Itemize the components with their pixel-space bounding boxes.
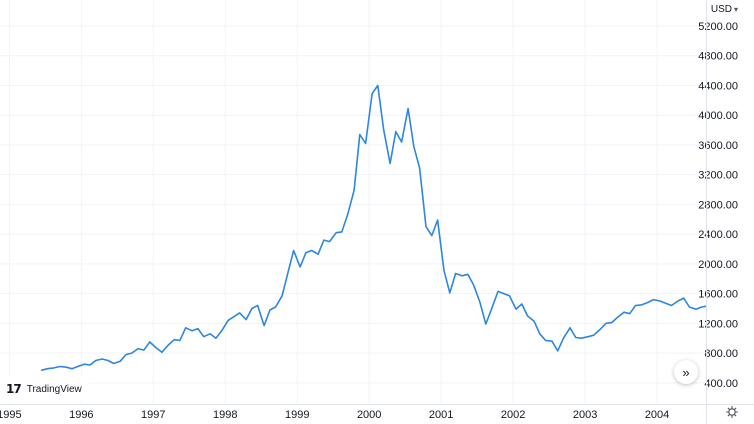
y-tick-label: 2000.00 — [698, 259, 738, 271]
x-tick-label: 2002 — [501, 409, 525, 421]
x-tick-label: 1996 — [69, 409, 93, 421]
y-tick-label: 1200.00 — [698, 318, 738, 330]
series-line — [40, 84, 707, 371]
y-tick-label: 4000.00 — [698, 110, 738, 122]
y-tick-label: 800.00 — [704, 348, 738, 360]
x-axis[interactable]: 1995 1996 1997 1998 1999 2000 2001 2002 2003 2004 — [0, 404, 754, 422]
x-tick-label: 1995 — [0, 409, 22, 421]
settings-button[interactable] — [724, 404, 740, 420]
x-tick-label: 2003 — [573, 409, 597, 421]
scroll-to-realtime-button[interactable]: » — [674, 360, 698, 384]
tradingview-logo[interactable]: 17 TradingView — [0, 376, 90, 402]
y-tick-label: 1600.00 — [698, 289, 738, 301]
grid — [0, 0, 706, 404]
x-tick-label: 2004 — [645, 409, 669, 421]
y-tick-label: 5200.00 — [698, 21, 738, 33]
currency-selector[interactable]: USD ▾ — [711, 4, 738, 15]
y-tick-label: 4800.00 — [698, 51, 738, 63]
double-chevron-right-icon: » — [682, 364, 690, 380]
y-tick-label: 2400.00 — [698, 229, 738, 241]
x-tick-label: 2001 — [429, 409, 453, 421]
tradingview-logo-icon: 17 — [6, 382, 22, 396]
y-tick-label: 400.00 — [704, 378, 738, 390]
x-tick-label: 1999 — [285, 409, 309, 421]
currency-label: USD — [710, 4, 732, 15]
x-tick-label: 1998 — [213, 409, 237, 421]
x-tick-label: 2000 — [357, 409, 381, 421]
logo-text: TradingView — [26, 383, 82, 395]
x-tick-label: 1997 — [141, 409, 165, 421]
chevron-down-icon: ▾ — [733, 5, 738, 14]
y-axis[interactable]: 400.00 800.00 1200.00 1600.00 2000.00 2400.00… — [698, 0, 738, 424]
y-tick-label: 3200.00 — [698, 170, 738, 182]
gear-icon — [726, 406, 738, 418]
series-layer — [40, 84, 707, 371]
y-tick-label: 3600.00 — [698, 140, 738, 152]
y-tick-label: 2800.00 — [698, 199, 738, 211]
y-tick-label: 4400.00 — [698, 80, 738, 92]
